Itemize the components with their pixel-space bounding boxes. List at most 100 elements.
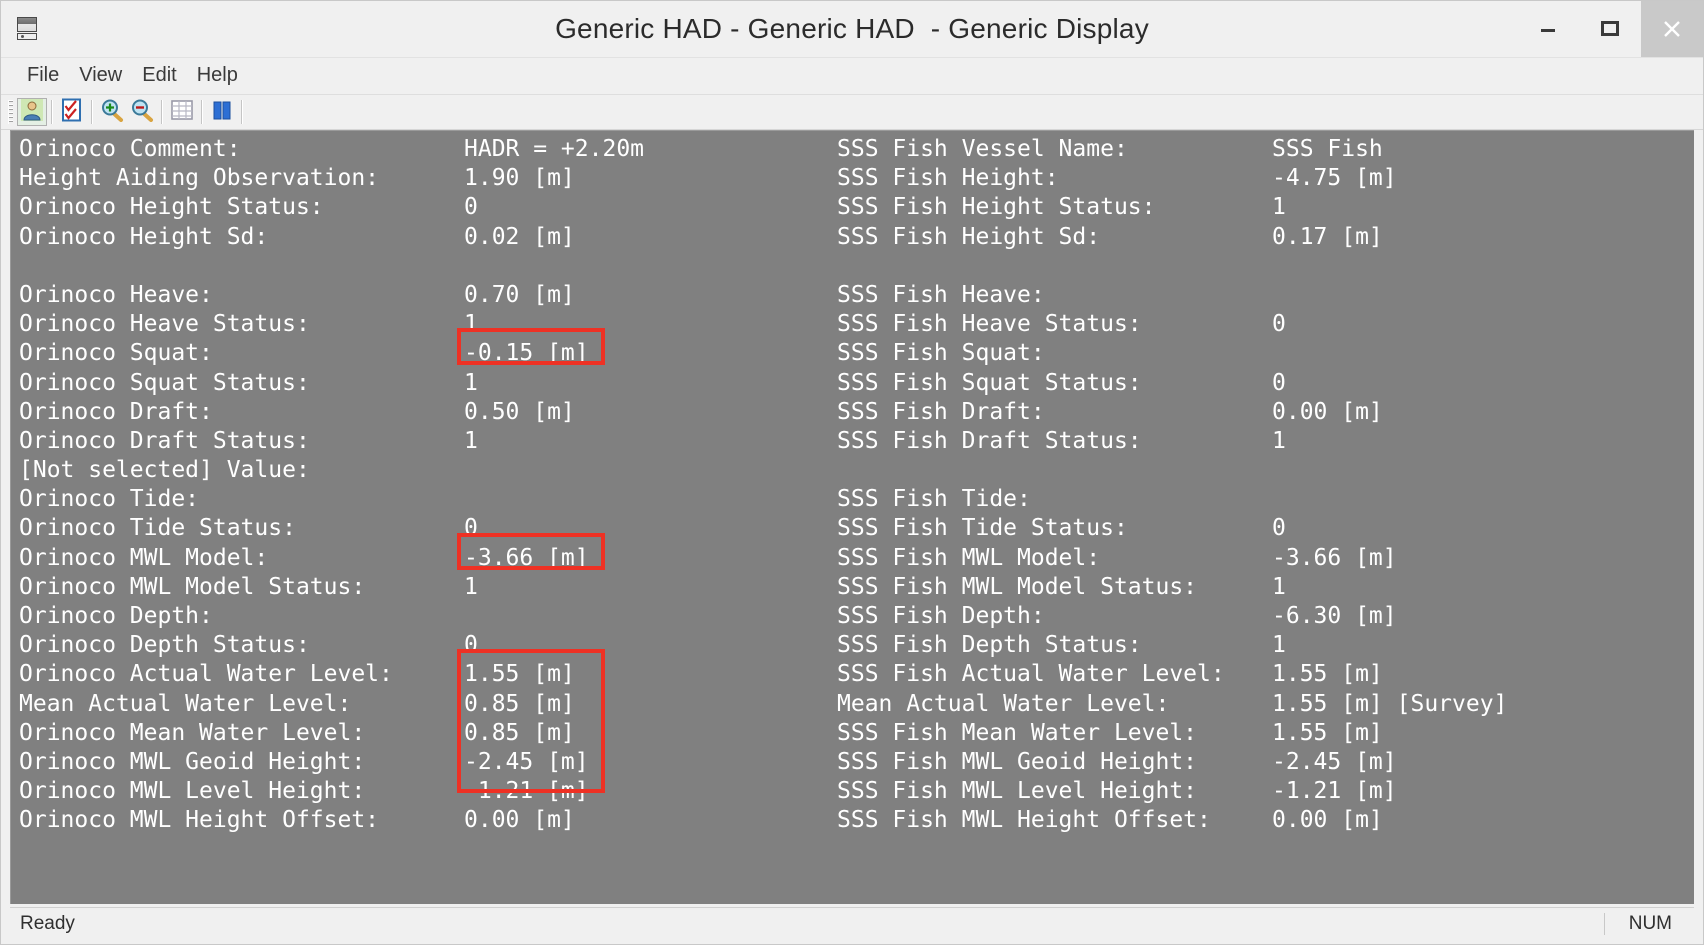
data-row: SSS Fish Depth Status: 1 (837, 631, 1694, 660)
data-row-label: SSS Fish Height Sd: (837, 223, 1101, 250)
data-row: Orinoco Depth: (19, 602, 839, 631)
data-row: SSS Fish Height Sd: 0.17 [m] (837, 223, 1694, 252)
toolbar-separator (161, 100, 163, 124)
data-row: SSS Fish MWL Height Offset: 0.00 [m] (837, 806, 1694, 835)
data-row: SSS Fish MWL Level Height: -1.21 [m] (837, 777, 1694, 806)
menu-item-view[interactable]: View (79, 64, 123, 86)
toolbar-separator (241, 100, 243, 124)
data-row-label: Orinoco Mean Water Level: (19, 719, 366, 746)
data-row-label: SSS Fish MWL Level Height: (837, 778, 1198, 805)
data-row: Orinoco Height Sd: 0.02 [m] (19, 223, 839, 252)
data-row-label (837, 252, 1272, 281)
data-row-label: SSS Fish Draft Status: (837, 427, 1142, 454)
data-row: Orinoco Heave: 0.70 [m] (19, 281, 839, 310)
data-row-label: SSS Fish MWL Geoid Height: (837, 748, 1198, 775)
data-row-label: SSS Fish MWL Model Status: (837, 573, 1198, 600)
zoom-in-button[interactable] (97, 98, 127, 126)
data-row-label: Orinoco Tide Status: (19, 515, 296, 542)
data-row-label: Orinoco Tide: (19, 486, 200, 513)
data-row-label: Orinoco Depth: (19, 603, 213, 629)
data-row-value: -4.75 [m] (1272, 165, 1397, 192)
zoom-out-button[interactable] (127, 98, 157, 126)
data-row-label: SSS Fish Tide Status: (837, 515, 1128, 542)
grid-icon (170, 99, 194, 126)
data-row-value: -1.21 [m] (1272, 778, 1397, 805)
data-row: Orinoco Heave Status: 1 (19, 310, 839, 339)
data-row-label: SSS Fish Mean Water Level: (837, 719, 1198, 746)
close-button[interactable] (1641, 1, 1703, 57)
toolbar-separator (91, 100, 93, 124)
data-row-value: 0.17 [m] (1272, 223, 1383, 250)
data-row: Orinoco MWL Model Status: 1 (19, 573, 839, 602)
data-row: Orinoco MWL Height Offset: 0.00 [m] (19, 806, 839, 835)
data-display-pane[interactable]: Orinoco Comment: HADR = +2.20m Height Aidi… (10, 130, 1694, 904)
data-row-label: Orinoco Squat Status: (19, 369, 310, 396)
data-row (19, 252, 839, 281)
monitor-icon (15, 16, 41, 42)
data-row-value: 1 (1272, 427, 1286, 454)
minimize-button[interactable] (1517, 1, 1579, 57)
close-icon (1664, 21, 1680, 37)
data-row-value (1272, 281, 1694, 310)
data-row-value (1272, 456, 1694, 485)
data-row: Orinoco MWL Geoid Height: -2.45 [m] (19, 748, 839, 777)
menu-item-help[interactable]: Help (196, 64, 238, 86)
data-row-value: -0.15 [m] (464, 340, 589, 367)
menu-item-file[interactable]: File (27, 64, 60, 86)
data-row-value: 1.55 [m] (464, 661, 575, 688)
data-row-label: SSS Fish Heave Status: (837, 311, 1142, 338)
data-row-label: SSS Fish Squat: (837, 340, 1045, 367)
data-row-label: SSS Fish Tide: (837, 486, 1031, 513)
data-row-label: SSS Fish Depth: (837, 603, 1045, 629)
data-row-label: Orinoco Draft Status: (19, 427, 310, 454)
checklist-button[interactable] (57, 98, 87, 126)
data-row-value: 0 (464, 515, 478, 542)
data-row-label: Height Aiding Observation: (19, 165, 380, 192)
data-row: Orinoco Depth Status: 0 (19, 631, 839, 660)
data-row-value: 0.85 [m] (464, 719, 575, 746)
data-row-value: -2.45 [m] (464, 748, 589, 775)
data-row-value: 0 (1272, 515, 1286, 542)
data-row-value: -3.66 [m] (1272, 544, 1397, 571)
toolbar-grip[interactable] (8, 100, 13, 124)
data-row-label: SSS Fish Depth Status: (837, 632, 1142, 659)
data-row-value: 0.00 [m] (1272, 398, 1383, 425)
data-row-value (464, 485, 839, 514)
data-row: SSS Fish MWL Model: -3.66 [m] (837, 544, 1694, 573)
data-row-value: 0.70 [m] (464, 281, 575, 308)
data-row-value: 0.00 [m] (464, 807, 575, 834)
data-row-value: 0 (1272, 369, 1286, 396)
title-bar[interactable]: Generic HAD - Generic HAD - Generic Disp… (1, 1, 1703, 58)
grid-button[interactable] (167, 98, 197, 126)
data-row: SSS Fish MWL Geoid Height: -2.45 [m] (837, 748, 1694, 777)
data-row-value: 0.00 [m] (1272, 807, 1383, 834)
data-row-label: Orinoco Depth Status: (19, 632, 310, 659)
user-properties-button[interactable] (17, 98, 47, 126)
data-row-label: SSS Fish Squat Status: (837, 369, 1142, 396)
data-row-label: Orinoco Squat: (19, 340, 213, 367)
data-row-label: Mean Actual Water Level: (19, 690, 352, 717)
data-row: Orinoco Comment: HADR = +2.20m (19, 135, 839, 164)
data-row-value (1272, 339, 1694, 368)
data-row: Mean Actual Water Level: 1.55 [m] [Survey… (837, 690, 1694, 719)
maximize-button[interactable] (1579, 1, 1641, 57)
data-row: Orinoco Tide Status: 0 (19, 514, 839, 543)
data-row: Height Aiding Observation: 1.90 [m] (19, 164, 839, 193)
columns-button[interactable] (207, 98, 237, 126)
toolbar-separator (51, 100, 53, 124)
right-data-column: SSS Fish Vessel Name: SSS Fish SSS Fish He… (837, 135, 1694, 836)
window-controls (1517, 1, 1703, 57)
data-row (837, 456, 1694, 485)
data-row: SSS Fish Heave Status: 0 (837, 310, 1694, 339)
menu-item-edit[interactable]: Edit (142, 64, 177, 86)
menu-bar: File View Edit Help (1, 58, 1703, 95)
data-row-label: Orinoco MWL Model Status: (19, 573, 366, 600)
maximize-icon (1601, 21, 1619, 36)
data-row-value: 1 (1272, 573, 1286, 600)
data-row-label: SSS Fish Heave: (837, 281, 1045, 308)
data-row: SSS Fish Depth: -6.30 [m] (837, 602, 1694, 631)
data-row: SSS Fish Height: -4.75 [m] (837, 164, 1694, 193)
data-row-value: 0.50 [m] (464, 398, 575, 425)
data-scroll-region: Orinoco Comment: HADR = +2.20m Height Aidi… (11, 131, 1694, 904)
data-row-label: SSS Fish Draft: (837, 398, 1045, 425)
